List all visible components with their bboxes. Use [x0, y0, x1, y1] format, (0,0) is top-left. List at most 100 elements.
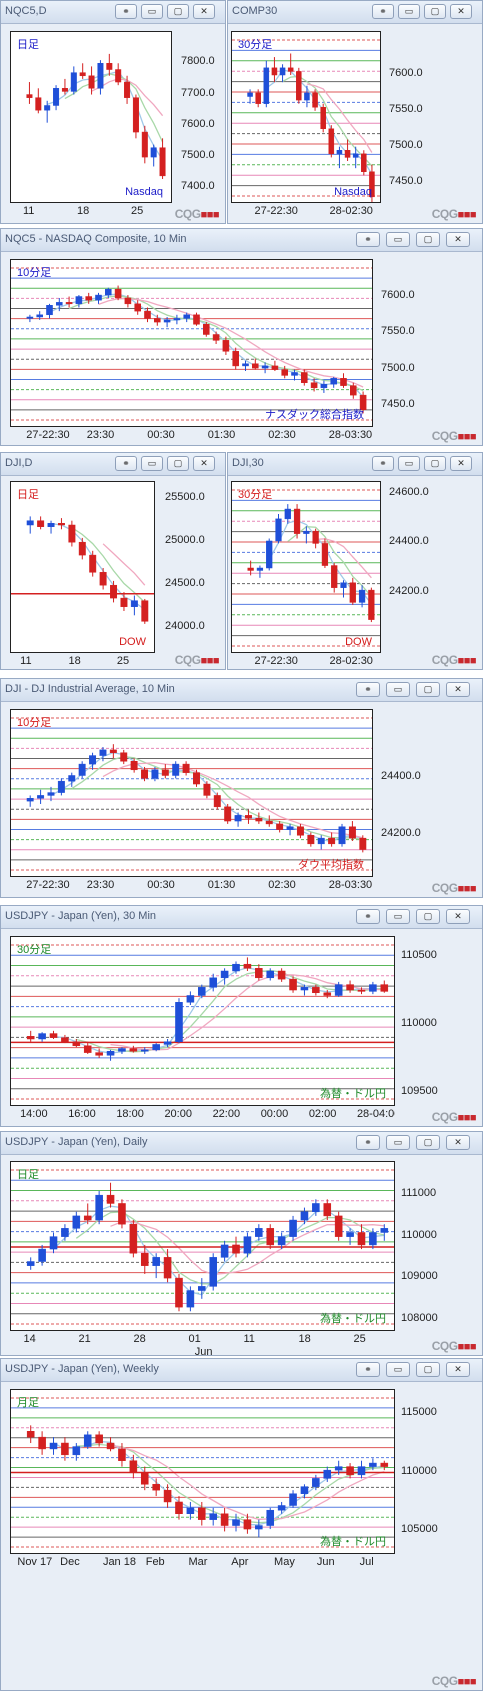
candle — [57, 778, 65, 796]
candle — [140, 1047, 149, 1054]
link-icon[interactable]: ⚭ — [356, 1362, 380, 1377]
minimize-icon[interactable]: ▭ — [386, 909, 410, 924]
close-icon[interactable]: ✕ — [450, 4, 472, 19]
close-icon[interactable]: ✕ — [446, 1362, 470, 1377]
plot-area[interactable]: 日足 Nasdaq — [10, 31, 172, 203]
maximize-icon[interactable]: ▢ — [416, 1362, 440, 1377]
time-axis[interactable]: 27-22:30 28-02:30 — [231, 203, 381, 219]
time-axis[interactable]: 27-22:30 23:30 00:30 01:30 02:30 28-03:30 — [10, 877, 373, 893]
maximize-icon[interactable]: ▢ — [167, 456, 189, 471]
candle — [186, 1501, 195, 1520]
candle — [252, 358, 259, 370]
minimize-icon[interactable]: ▭ — [386, 1135, 410, 1150]
minimize-icon[interactable]: ▭ — [398, 456, 420, 471]
candle — [72, 1211, 81, 1233]
time-axis[interactable]: 14:00 16:00 18:00 20:00 22:00 00:00 02:00 28-04… — [10, 1106, 395, 1122]
minimize-icon[interactable]: ▭ — [386, 682, 410, 697]
maximize-icon[interactable]: ▢ — [416, 1135, 440, 1150]
price-axis[interactable]: 110500 110000 109500 — [399, 936, 482, 1106]
plot-area[interactable]: 30分足 Nasdaq — [231, 31, 381, 203]
title-bar[interactable]: DJI,30 ⚭ ▭ ▢ ✕ — [228, 453, 482, 476]
maximize-icon[interactable]: ▢ — [167, 4, 189, 19]
title-bar[interactable]: USDJPY - Japan (Yen), Weekly ⚭ ▭ ▢ ✕ — [1, 1359, 482, 1382]
minimize-icon[interactable]: ▭ — [398, 4, 420, 19]
price-axis[interactable]: 115000 110000 105000 — [399, 1389, 482, 1554]
close-icon[interactable]: ✕ — [446, 909, 470, 924]
price-tick-label: 7600.0 — [181, 117, 215, 130]
link-icon[interactable]: ⚭ — [372, 456, 394, 471]
price-axis[interactable]: 25500.0 25000.0 24500.0 24000.0 — [163, 481, 225, 653]
minimize-icon[interactable]: ▭ — [141, 456, 163, 471]
minimize-icon[interactable]: ▭ — [141, 4, 163, 19]
link-icon[interactable]: ⚭ — [356, 682, 380, 697]
candle — [65, 296, 73, 308]
title-bar[interactable]: NQC5 - NASDAQ Composite, 10 Min ⚭ ▭ ▢ ✕ — [1, 229, 482, 252]
plot-area[interactable]: 10分足 ナスダック総合指数 — [10, 259, 373, 427]
plot-area[interactable]: 30分足 為替・ドル円 — [10, 936, 395, 1106]
time-tick-label: 27-22:30 — [26, 429, 70, 441]
plot-area[interactable]: 30分足 DOW — [231, 481, 381, 653]
title-bar[interactable]: DJI - DJ Industrial Average, 10 Min ⚭ ▭ ▢ ✕ — [1, 679, 482, 702]
close-icon[interactable]: ✕ — [446, 232, 470, 247]
candle — [61, 1224, 69, 1241]
plot-area[interactable]: 日足 為替・ドル円 — [10, 1161, 395, 1331]
close-icon[interactable]: ✕ — [446, 682, 470, 697]
title-bar[interactable]: USDJPY - Japan (Yen), Daily ⚭ ▭ ▢ ✕ — [1, 1132, 482, 1155]
time-axis[interactable]: 14 21 28 01 11 18 25 Jun — [10, 1331, 395, 1361]
close-icon[interactable]: ✕ — [193, 456, 215, 471]
time-tick-label: 00:00 — [260, 1108, 289, 1120]
price-axis[interactable]: 24400.0 24200.0 — [379, 709, 482, 877]
time-axis[interactable]: 27-22:30 28-02:30 — [231, 653, 381, 669]
time-axis[interactable]: 11 18 25 — [10, 203, 172, 219]
link-icon[interactable]: ⚭ — [356, 232, 380, 247]
close-icon[interactable]: ✕ — [193, 4, 215, 19]
plot-area[interactable]: 月足 為替・ドル円 — [10, 1389, 395, 1554]
cqg-logo: CQG■■■ — [431, 1339, 477, 1353]
maximize-icon[interactable]: ▢ — [416, 682, 440, 697]
maximize-icon[interactable]: ▢ — [424, 456, 446, 471]
link-icon[interactable]: ⚭ — [115, 456, 137, 471]
candle — [261, 362, 269, 374]
logo-text: CQG — [431, 1339, 458, 1353]
title-bar[interactable]: NQC5,D ⚭ ▭ ▢ ✕ — [1, 1, 225, 24]
price-axis[interactable]: 7800.0 7700.0 7600.0 7500.0 7400.0 — [179, 31, 225, 203]
candlestick-svg — [11, 1169, 394, 1325]
candle — [271, 57, 278, 83]
title-bar[interactable]: USDJPY - Japan (Yen), 30 Min ⚭ ▭ ▢ ✕ — [1, 906, 482, 929]
plot-area[interactable]: 10分足 ダウ平均指数 — [10, 709, 373, 877]
cqg-logo: CQG■■■ — [175, 207, 220, 221]
time-axis[interactable]: 27-22:30 23:30 00:30 01:30 02:30 28-03:30 — [10, 427, 373, 443]
candle — [78, 761, 86, 779]
candle — [68, 520, 76, 547]
maximize-icon[interactable]: ▢ — [416, 232, 440, 247]
candle — [330, 376, 337, 388]
time-axis[interactable]: 11 18 25 — [10, 653, 155, 669]
candle — [232, 961, 240, 974]
candle — [118, 1047, 126, 1054]
price-axis[interactable]: 111000 110000 109000 108000 — [399, 1161, 482, 1331]
maximize-icon[interactable]: ▢ — [424, 4, 446, 19]
candle — [129, 1045, 138, 1053]
price-axis[interactable]: 7600.0 7550.0 7500.0 7450.0 — [387, 31, 482, 203]
plot-area[interactable]: 日足 DOW — [10, 481, 155, 653]
minimize-icon[interactable]: ▭ — [386, 1362, 410, 1377]
title-bar[interactable]: DJI,D ⚭ ▭ ▢ ✕ — [1, 453, 225, 476]
minimize-icon[interactable]: ▭ — [386, 232, 410, 247]
candle — [61, 1437, 69, 1461]
candle — [26, 795, 34, 807]
time-tick-label: 00:30 — [147, 429, 175, 441]
link-icon[interactable]: ⚭ — [356, 1135, 380, 1150]
link-icon[interactable]: ⚭ — [372, 4, 394, 19]
price-axis[interactable]: 7600.0 7550.0 7500.0 7450.0 — [379, 259, 482, 427]
link-icon[interactable]: ⚭ — [115, 4, 137, 19]
close-icon[interactable]: ✕ — [450, 456, 472, 471]
chart-ticker-label: ナスダック総合指数 — [265, 409, 364, 421]
link-icon[interactable]: ⚭ — [356, 909, 380, 924]
maximize-icon[interactable]: ▢ — [416, 909, 440, 924]
price-axis[interactable]: 24600.0 24400.0 24200.0 — [387, 481, 482, 653]
time-axis[interactable]: Nov 17 Dec Jan 18 Feb Mar Apr May Jun Jul — [10, 1554, 395, 1580]
chart-timeframe-label: 日足 — [17, 489, 39, 501]
close-icon[interactable]: ✕ — [446, 1135, 470, 1150]
time-tick-label: 27-22:30 — [26, 879, 70, 891]
title-bar[interactable]: COMP30 ⚭ ▭ ▢ ✕ — [228, 1, 482, 24]
